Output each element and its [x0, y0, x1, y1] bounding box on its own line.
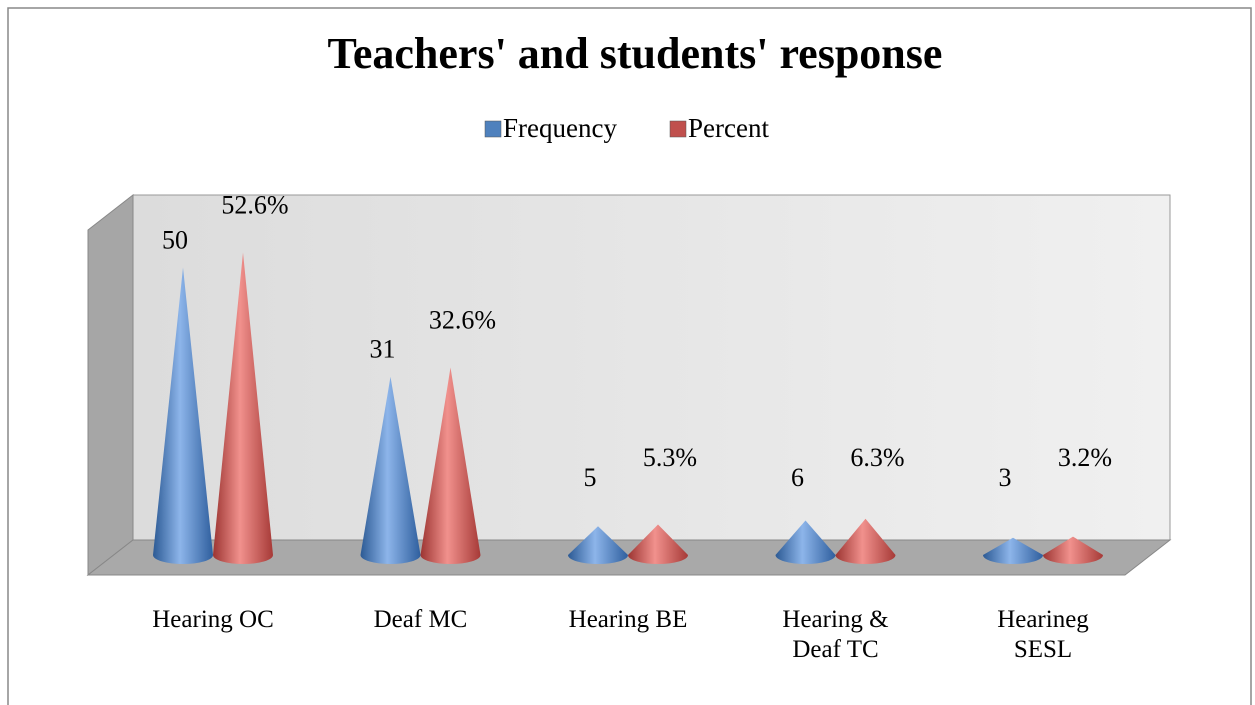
x-tick-label: Deaf MC	[373, 606, 468, 633]
back-wall	[132, 194, 1171, 541]
chart-title: Teachers' and students' response	[328, 29, 943, 78]
x-tick-label: Hearing & Deaf TC	[782, 606, 889, 663]
cone	[775, 520, 836, 564]
cone	[568, 526, 628, 564]
data-label: 6.3%	[850, 443, 904, 472]
cone	[213, 252, 273, 565]
cone	[360, 376, 421, 564]
x-tick-label: Hearing BE	[568, 606, 688, 633]
legend-swatch	[484, 120, 502, 138]
data-label: 52.6%	[221, 191, 288, 220]
side-wall	[87, 193, 134, 577]
floor	[86, 539, 1172, 576]
data-label: 5.3%	[643, 443, 697, 472]
cone	[153, 267, 213, 564]
legend-label: Frequency	[503, 113, 617, 143]
cone	[1043, 536, 1103, 564]
legend-label: Percent	[688, 113, 769, 143]
data-label: 3.2%	[1058, 443, 1112, 472]
cone	[628, 524, 688, 564]
legend-swatch	[669, 120, 687, 138]
data-label: 32.6%	[429, 306, 496, 335]
data-label: 50	[162, 225, 188, 254]
chart-border	[7, 7, 1252, 705]
cone	[420, 367, 481, 564]
data-label: 31	[370, 335, 396, 364]
x-tick-label: Hearing OC	[152, 606, 274, 633]
cone	[983, 537, 1043, 564]
data-label: 6	[791, 463, 804, 492]
x-tick-label: Hearineg SESL	[997, 606, 1089, 663]
data-label: 5	[584, 463, 597, 492]
cone	[835, 518, 896, 564]
data-label: 3	[999, 463, 1012, 492]
